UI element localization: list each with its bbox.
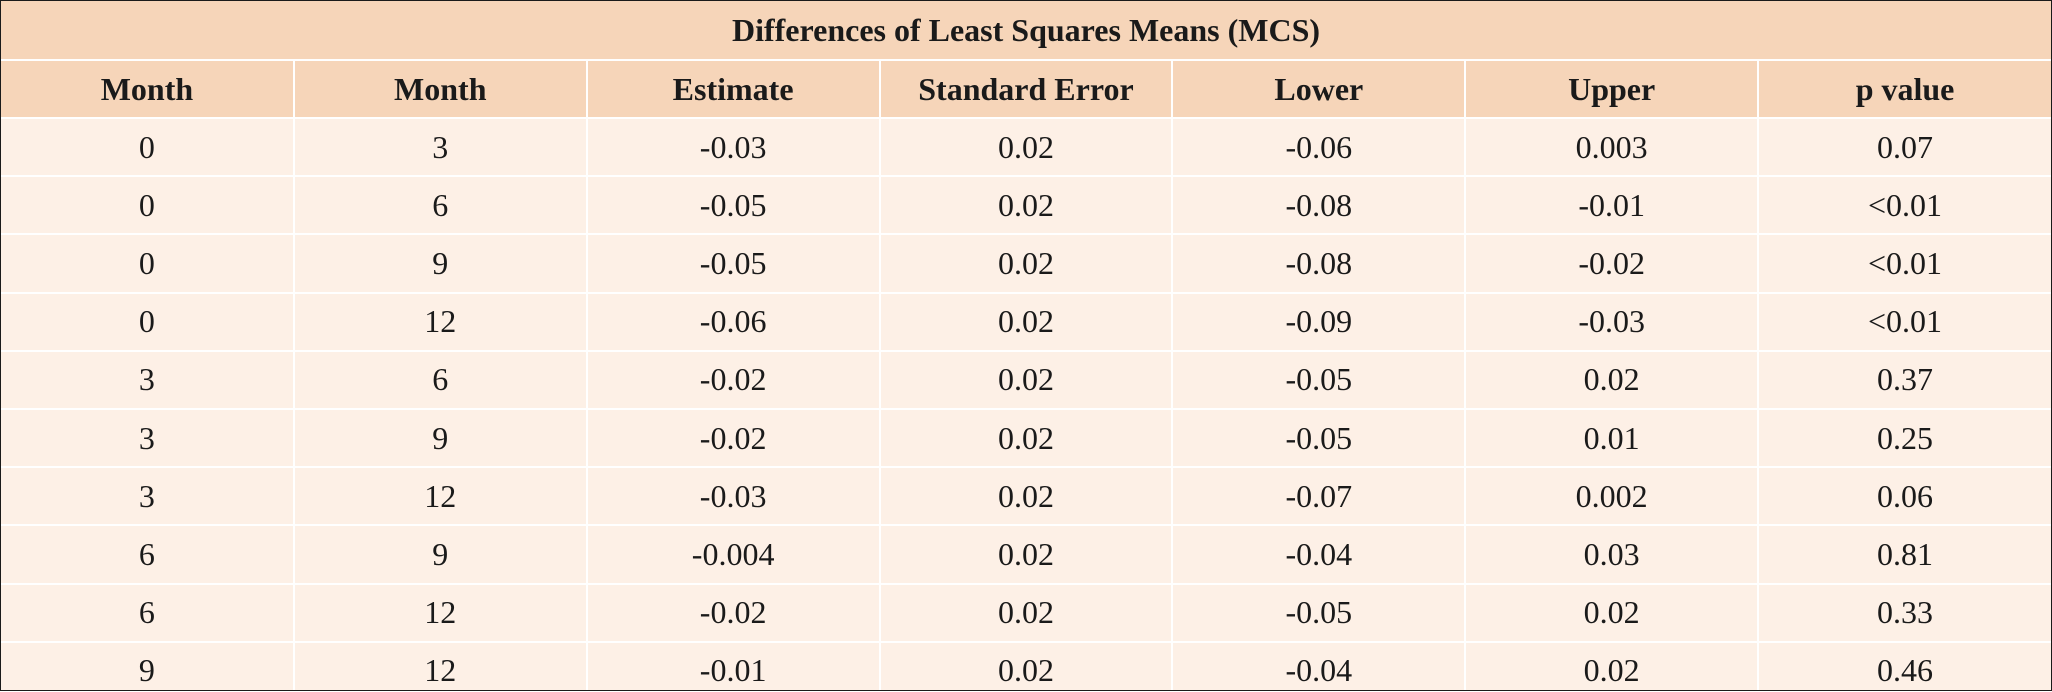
table-row: 3 12 -0.03 0.02 -0.07 0.002 0.06 [1,466,2051,526]
table-row: 3 9 -0.02 0.02 -0.05 0.01 0.25 [1,407,2051,468]
table-row: 0 6 -0.05 0.02 -0.08 -0.01 <0.01 [1,175,2051,235]
standard-error-cell: 0.02 [879,524,1174,584]
estimate-cell: -0.05 [586,233,881,293]
column-header-p-value: p value [1758,60,2051,118]
standard-error-cell: 0.02 [879,640,1174,690]
month-from-cell: 0 [1,116,295,177]
p-value-cell: 0.25 [1758,407,2051,468]
month-to-cell: 9 [293,524,588,584]
month-to-cell: 9 [293,233,588,293]
estimate-cell: -0.03 [586,466,881,526]
column-header-month-1: Month [1,60,295,118]
month-from-cell: 9 [1,640,295,690]
month-from-cell: 0 [1,233,295,293]
standard-error-cell: 0.02 [879,466,1174,526]
month-from-cell: 0 [1,291,295,351]
p-value-cell: 0.37 [1758,349,2051,409]
lower-cell: -0.06 [1172,116,1467,177]
p-value-cell: 0.46 [1758,640,2051,690]
month-to-cell: 9 [293,407,588,468]
month-from-cell: 3 [1,407,295,468]
column-header-month-2: Month [293,60,588,118]
standard-error-cell: 0.02 [879,582,1174,642]
estimate-cell: -0.06 [586,291,881,351]
column-header-lower: Lower [1172,60,1467,118]
lower-cell: -0.04 [1172,640,1467,690]
month-to-cell: 12 [293,582,588,642]
standard-error-cell: 0.02 [879,233,1174,293]
estimate-cell: -0.02 [586,349,881,409]
month-to-cell: 6 [293,349,588,409]
table-row: 6 12 -0.02 0.02 -0.05 0.02 0.33 [1,582,2051,642]
lower-cell: -0.08 [1172,233,1467,293]
table-row: 0 9 -0.05 0.02 -0.08 -0.02 <0.01 [1,233,2051,293]
lower-cell: -0.08 [1172,175,1467,235]
month-from-cell: 6 [1,582,295,642]
upper-cell: 0.02 [1465,349,1760,409]
upper-cell: 0.02 [1465,582,1760,642]
upper-cell: -0.01 [1465,175,1760,235]
lower-cell: -0.04 [1172,524,1467,584]
lower-cell: -0.05 [1172,407,1467,468]
standard-error-cell: 0.02 [879,291,1174,351]
p-value-cell: <0.01 [1758,233,2051,293]
month-to-cell: 12 [293,466,588,526]
estimate-cell: -0.03 [586,116,881,177]
p-value-cell: <0.01 [1758,291,2051,351]
table-title: Differences of Least Squares Means (MCS) [1,1,2051,61]
column-header-upper: Upper [1465,60,1760,118]
table-row: 0 3 -0.03 0.02 -0.06 0.003 0.07 [1,116,2051,177]
estimate-cell: -0.02 [586,407,881,468]
month-to-cell: 3 [293,116,588,177]
upper-cell: -0.03 [1465,291,1760,351]
upper-cell: -0.02 [1465,233,1760,293]
month-to-cell: 12 [293,640,588,690]
p-value-cell: 0.07 [1758,116,2051,177]
p-value-cell: 0.81 [1758,524,2051,584]
estimate-cell: -0.05 [586,175,881,235]
table-header-row: Month Month Estimate Standard Error Lowe… [1,60,2051,118]
p-value-cell: <0.01 [1758,175,2051,235]
estimate-cell: -0.004 [586,524,881,584]
lower-cell: -0.05 [1172,349,1467,409]
standard-error-cell: 0.02 [879,349,1174,409]
lower-cell: -0.07 [1172,466,1467,526]
month-from-cell: 3 [1,466,295,526]
table-body: 0 3 -0.03 0.02 -0.06 0.003 0.07 0 6 -0.05 0.02 -0.0… [1,116,2051,690]
upper-cell: 0.002 [1465,466,1760,526]
table-row: 3 6 -0.02 0.02 -0.05 0.02 0.37 [1,349,2051,409]
table-row: 9 12 -0.01 0.02 -0.04 0.02 0.46 [1,640,2051,690]
p-value-cell: 0.33 [1758,582,2051,642]
table-row: 6 9 -0.004 0.02 -0.04 0.03 0.81 [1,524,2051,584]
standard-error-cell: 0.02 [879,175,1174,235]
month-to-cell: 6 [293,175,588,235]
column-header-estimate: Estimate [586,60,881,118]
estimate-cell: -0.02 [586,582,881,642]
standard-error-cell: 0.02 [879,116,1174,177]
estimate-cell: -0.01 [586,640,881,690]
upper-cell: 0.003 [1465,116,1760,177]
lower-cell: -0.09 [1172,291,1467,351]
lower-cell: -0.05 [1172,582,1467,642]
month-from-cell: 0 [1,175,295,235]
p-value-cell: 0.06 [1758,466,2051,526]
month-from-cell: 6 [1,524,295,584]
upper-cell: 0.02 [1465,640,1760,690]
upper-cell: 0.03 [1465,524,1760,584]
standard-error-cell: 0.02 [879,407,1174,468]
upper-cell: 0.01 [1465,407,1760,468]
table-title-row: Differences of Least Squares Means (MCS) [1,1,2051,61]
month-from-cell: 3 [1,349,295,409]
column-header-standard-error: Standard Error [879,60,1174,118]
table-row: 0 12 -0.06 0.02 -0.09 -0.03 <0.01 [1,291,2051,351]
month-to-cell: 12 [293,291,588,351]
